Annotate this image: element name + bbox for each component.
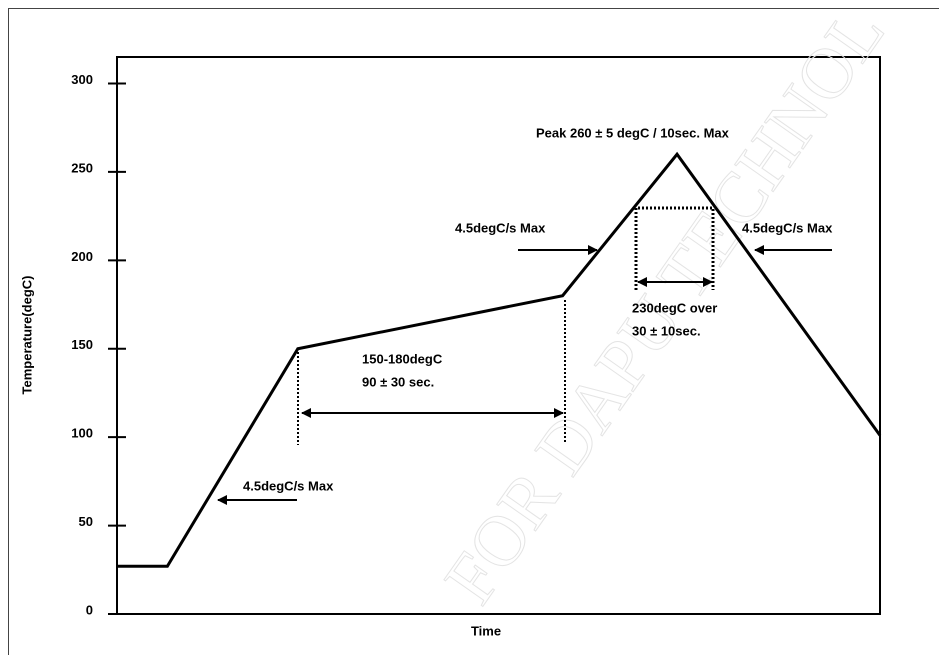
annotation: 90 ± 30 sec. — [362, 374, 434, 389]
y-tick-label: 250 — [71, 160, 93, 175]
y-tick-label: 300 — [71, 72, 93, 87]
x-axis-label: Time — [471, 623, 501, 638]
annotation: 230degC over — [632, 300, 717, 315]
arrows — [217, 245, 832, 505]
annotation: 4.5degC/s Max — [243, 478, 334, 493]
y-tick-label: 100 — [71, 426, 93, 441]
frame — [8, 8, 939, 655]
y-tick-label: 200 — [71, 249, 93, 264]
annotation: 30 ± 10sec. — [632, 323, 701, 338]
plot-area — [116, 56, 881, 615]
annotation: 4.5degC/s Max — [455, 220, 546, 235]
y-tick-label: 150 — [71, 337, 93, 352]
annotation: Peak 260 ± 5 degC / 10sec. Max — [536, 125, 730, 140]
annotation: 150-180degC — [362, 351, 443, 366]
y-axis-label: Temperature(degC) — [19, 276, 34, 395]
annotation: 4.5degC/s Max — [742, 220, 833, 235]
profile-line — [117, 151, 882, 568]
guides — [297, 206, 715, 445]
y-tick-label: 50 — [79, 514, 93, 529]
y-tick-label: 0 — [86, 602, 93, 617]
